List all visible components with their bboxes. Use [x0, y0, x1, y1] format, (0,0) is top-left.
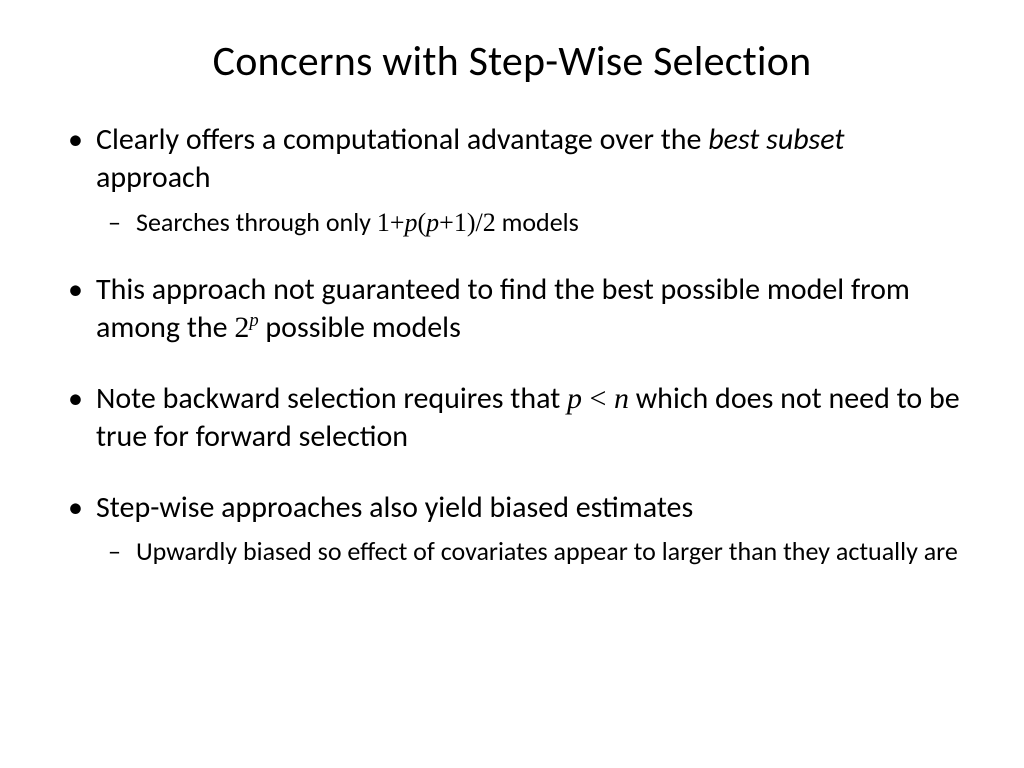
bullet-1-sublist: Searches through only 1+p(p+1)/2 models: [96, 206, 964, 239]
bullet-1-sub-1-pre: Searches through only: [136, 206, 377, 238]
slide-title: Concerns with Step-Wise Selection: [60, 36, 964, 87]
bullet-4: Step-wise approaches also yield biased e…: [60, 489, 964, 569]
bullet-2: This approach not guaranteed to find the…: [60, 271, 964, 348]
bullet-4-sub-1-text: Upwardly biased so effect of covariates …: [136, 535, 958, 567]
bullet-1-italic: best subset: [708, 121, 844, 158]
bullet-4-sub-1: Upwardly biased so effect of covariates …: [96, 535, 964, 568]
bullet-1: Clearly offers a computational advantage…: [60, 121, 964, 239]
bullet-4-text: Step-wise approaches also yield biased e…: [96, 489, 693, 526]
bullet-list: Clearly offers a computational advantage…: [60, 121, 964, 568]
bullet-3-formula: p < n: [567, 382, 629, 415]
bullet-1-post: approach: [96, 159, 211, 196]
bullet-1-pre: Clearly offers a computational advantage…: [96, 121, 708, 158]
bullet-2-base: 2: [234, 311, 249, 344]
bullet-2-post: possible models: [259, 309, 461, 346]
slide: Concerns with Step-Wise Selection Clearl…: [0, 0, 1024, 768]
bullet-1-sub-1-formula: 1+p(p+1)/2: [377, 208, 496, 237]
bullet-3: Note backward selection requires that p …: [60, 380, 964, 457]
bullet-3-pre: Note backward selection requires that: [96, 380, 567, 417]
bullet-4-sublist: Upwardly biased so effect of covariates …: [96, 535, 964, 568]
bullet-2-sup: p: [249, 310, 258, 331]
bullet-1-sub-1-post: models: [496, 206, 579, 238]
bullet-2-pre: This approach not guaranteed to find the…: [96, 271, 910, 346]
bullet-1-sub-1: Searches through only 1+p(p+1)/2 models: [96, 206, 964, 239]
